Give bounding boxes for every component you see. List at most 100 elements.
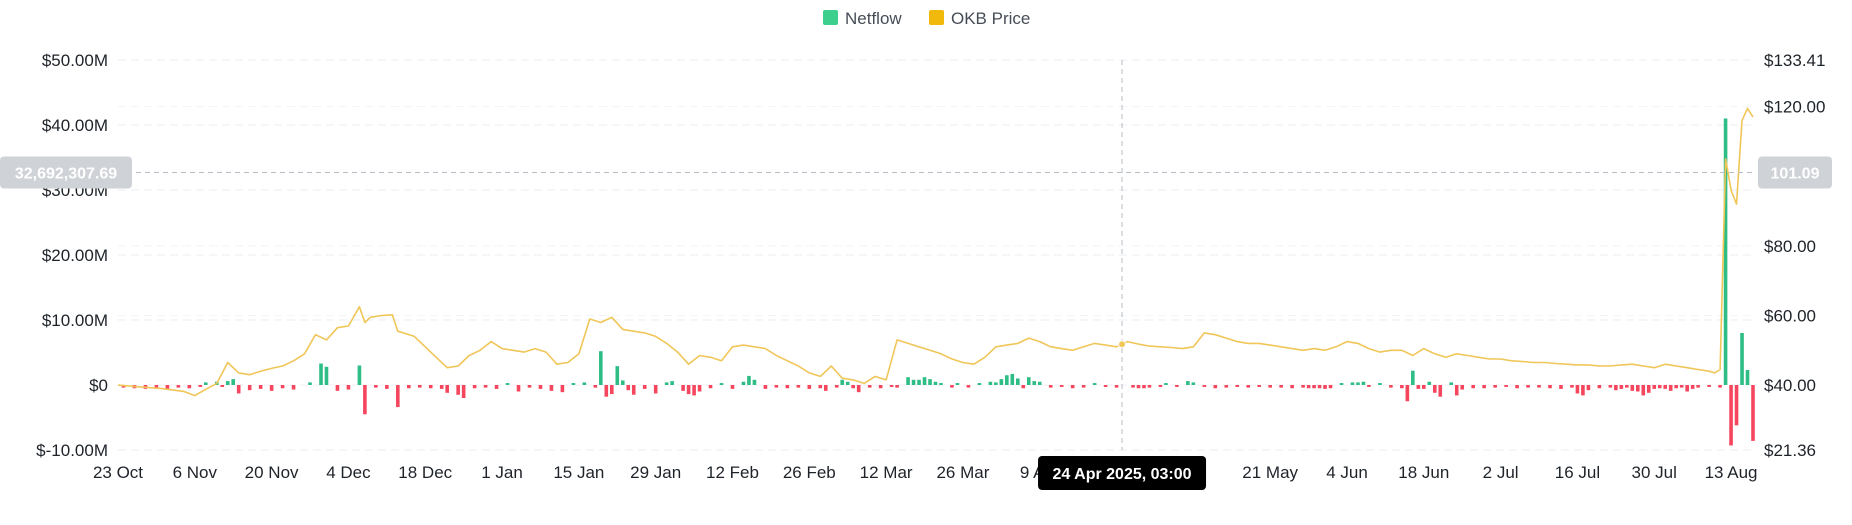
netflow-bar-outflow[interactable] (1224, 385, 1229, 388)
netflow-bar-outflow[interactable] (1301, 385, 1305, 388)
netflow-bar-outflow[interactable] (483, 385, 488, 388)
netflow-bar-inflow[interactable] (911, 379, 916, 385)
netflow-bar-inflow[interactable] (308, 382, 312, 385)
netflow-bar-inflow[interactable] (1092, 383, 1097, 385)
netflow-bar-outflow[interactable] (560, 385, 565, 393)
netflow-bar-outflow[interactable] (1674, 385, 1678, 389)
netflow-bar-outflow[interactable] (445, 385, 449, 393)
netflow-bar-outflow[interactable] (1526, 385, 1530, 388)
netflow-bar-outflow[interactable] (461, 385, 466, 398)
netflow-bar-inflow[interactable] (1026, 377, 1031, 385)
netflow-bar-outflow[interactable] (280, 385, 285, 389)
netflow-bar-inflow[interactable] (1411, 370, 1415, 385)
netflow-bar-inflow[interactable] (231, 379, 236, 385)
netflow-bar-outflow[interactable] (1290, 385, 1294, 389)
netflow-bar-outflow[interactable] (1312, 385, 1316, 389)
netflow-bar-outflow[interactable] (1718, 385, 1722, 388)
price-line[interactable] (117, 107, 1754, 397)
netflow-bar-outflow[interactable] (1400, 385, 1404, 389)
netflow-bar-outflow[interactable] (1619, 385, 1624, 389)
netflow-bar-outflow[interactable] (1625, 385, 1629, 388)
netflow-bar-inflow[interactable] (1356, 382, 1360, 385)
netflow-bar-outflow[interactable] (1537, 385, 1541, 388)
netflow-bar-outflow[interactable] (1641, 385, 1646, 396)
netflow-bar-outflow[interactable] (889, 385, 894, 387)
netflow-bar-inflow[interactable] (670, 381, 674, 385)
netflow-bar-inflow[interactable] (1191, 382, 1196, 385)
netflow-bar-outflow[interactable] (1652, 385, 1657, 389)
netflow-bar-outflow[interactable] (1021, 385, 1026, 389)
netflow-bar-inflow[interactable] (994, 382, 998, 385)
netflow-bar-inflow[interactable] (357, 365, 362, 386)
netflow-bar-outflow[interactable] (1438, 385, 1443, 397)
netflow-bar-outflow[interactable] (626, 385, 631, 391)
netflow-bar-outflow[interactable] (878, 385, 883, 389)
netflow-bar-inflow[interactable] (1339, 383, 1344, 385)
netflow-bar-outflow[interactable] (165, 385, 170, 390)
netflow-bar-inflow[interactable] (999, 379, 1004, 385)
netflow-bar-outflow[interactable] (1048, 385, 1053, 388)
netflow-bar-outflow[interactable] (950, 385, 954, 388)
netflow-bar-outflow[interactable] (1608, 385, 1613, 388)
netflow-bar-inflow[interactable] (933, 381, 938, 385)
netflow-bar-outflow[interactable] (1635, 385, 1640, 392)
netflow-bar-outflow[interactable] (1646, 385, 1651, 393)
netflow-bar-outflow[interactable] (1432, 385, 1437, 393)
netflow-bar-inflow[interactable] (1427, 381, 1432, 385)
netflow-bar-outflow[interactable] (1504, 385, 1508, 387)
netflow-bar-outflow[interactable] (807, 385, 812, 389)
netflow-bar-outflow[interactable] (1690, 385, 1695, 389)
netflow-bar-inflow[interactable] (1164, 383, 1168, 385)
netflow-bar-outflow[interactable] (1389, 385, 1393, 388)
netflow-bar-outflow[interactable] (823, 385, 828, 391)
legend-item-netflow[interactable]: Netflow (823, 9, 902, 28)
netflow-bar-outflow[interactable] (1685, 385, 1689, 392)
netflow-bar-outflow[interactable] (335, 385, 340, 391)
netflow-bar-inflow[interactable] (741, 381, 746, 385)
netflow-bar-outflow[interactable] (494, 385, 499, 389)
netflow-bar-inflow[interactable] (752, 379, 757, 385)
netflow-bar-outflow[interactable] (604, 385, 609, 397)
netflow-bar-inflow[interactable] (599, 351, 603, 385)
netflow-bar-outflow[interactable] (774, 385, 779, 388)
netflow-bar-inflow[interactable] (906, 377, 910, 385)
netflow-bar-outflow[interactable] (834, 385, 839, 388)
netflow-bar-outflow[interactable] (1493, 385, 1497, 388)
netflow-bar-inflow[interactable] (1740, 333, 1744, 385)
netflow-bar-inflow[interactable] (1186, 381, 1190, 385)
netflow-bar-outflow[interactable] (642, 385, 647, 389)
netflow-bar-outflow[interactable] (417, 385, 422, 388)
netflow-bar-outflow[interactable] (851, 385, 856, 389)
netflow-bar-outflow[interactable] (681, 385, 685, 391)
netflow-bar-outflow[interactable] (1070, 385, 1075, 389)
netflow-bar-outflow[interactable] (609, 385, 614, 395)
netflow-bar-outflow[interactable] (785, 385, 790, 389)
netflow-bar-outflow[interactable] (1482, 385, 1486, 389)
netflow-bar-inflow[interactable] (747, 375, 751, 385)
netflow-bar-outflow[interactable] (593, 385, 598, 388)
netflow-bar-outflow[interactable] (154, 385, 159, 389)
netflow-bar-inflow[interactable] (719, 383, 724, 385)
netflow-bar-inflow[interactable] (939, 383, 943, 385)
netflow-bar-outflow[interactable] (1175, 385, 1179, 387)
netflow-bar-outflow[interactable] (1657, 385, 1662, 389)
netflow-bar-inflow[interactable] (917, 379, 921, 385)
netflow-bar-outflow[interactable] (1454, 385, 1459, 396)
netflow-bar-outflow[interactable] (1729, 385, 1733, 446)
netflow-bar-outflow[interactable] (818, 385, 823, 389)
netflow-bar-outflow[interactable] (385, 385, 389, 389)
netflow-bar-outflow[interactable] (1679, 385, 1684, 388)
netflow-bar-inflow[interactable] (922, 377, 927, 385)
netflow-bar-outflow[interactable] (1471, 385, 1475, 389)
netflow-bar-outflow[interactable] (1581, 385, 1585, 396)
netflow-bar-outflow[interactable] (527, 385, 532, 388)
netflow-bar-outflow[interactable] (856, 385, 861, 393)
netflow-bar-outflow[interactable] (1131, 385, 1135, 388)
netflow-bar-inflow[interactable] (928, 379, 932, 385)
netflow-bar-outflow[interactable] (796, 385, 801, 388)
netflow-bar-outflow[interactable] (516, 385, 521, 392)
netflow-bar-inflow[interactable] (955, 383, 960, 385)
netflow-bar-inflow[interactable] (1378, 383, 1382, 385)
netflow-bar-outflow[interactable] (1663, 385, 1668, 389)
netflow-bar-inflow[interactable] (203, 382, 208, 385)
